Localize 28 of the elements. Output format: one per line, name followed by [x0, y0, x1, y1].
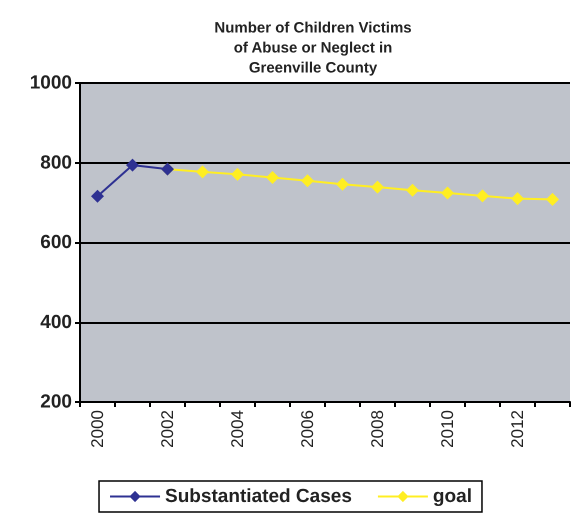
x-tick-label: 2012: [508, 410, 527, 448]
point: [371, 180, 384, 194]
point: [336, 178, 349, 191]
legend-label: goal: [432, 486, 472, 507]
point: [406, 184, 419, 197]
point: [546, 192, 559, 206]
point: [441, 186, 454, 200]
point: [266, 171, 279, 184]
y-tick-label: 600: [40, 232, 72, 253]
y-tick-label: 200: [40, 392, 72, 412]
chart-title: Number of Children Victims of Abuse or Neglect in Greenville County: [214, 20, 412, 76]
point: [476, 189, 489, 202]
x-tick-label: 2000: [88, 410, 107, 448]
x-tick-label: 2004: [228, 410, 247, 448]
point: [126, 158, 139, 172]
point: [91, 190, 104, 203]
x-tick-label: 2002: [158, 410, 177, 448]
x-tick-label: 2010: [438, 410, 457, 448]
y-tick-label: 800: [40, 152, 72, 174]
legend-label: Substantiated Cases: [165, 486, 352, 507]
y-tick-label: 1000: [30, 72, 72, 94]
point: [196, 165, 209, 178]
y-tick-label: 400: [40, 312, 72, 333]
x-tick-label: 2006: [298, 410, 317, 448]
point: [301, 174, 314, 188]
x-tick-label: 2008: [368, 410, 387, 448]
point: [231, 168, 244, 181]
point: [511, 192, 524, 206]
